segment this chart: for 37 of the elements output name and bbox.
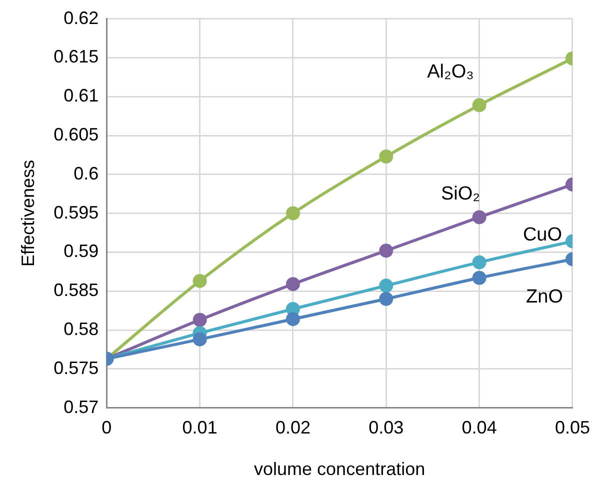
point xyxy=(472,98,486,112)
y-tick-label: 0.6 xyxy=(74,163,99,184)
point xyxy=(192,312,207,327)
series-label: CuO xyxy=(522,224,562,246)
point xyxy=(379,292,394,306)
y-tick-label: 0.585 xyxy=(54,280,99,300)
point xyxy=(472,255,486,270)
y-tick-label: 0.61 xyxy=(64,86,99,106)
point xyxy=(286,312,300,326)
y-tick-label: 0.605 xyxy=(54,124,99,144)
x-tick-label: 0.02 xyxy=(275,418,311,438)
y-tick-label: 0.595 xyxy=(54,202,99,222)
x-tick-label: 0.03 xyxy=(368,418,404,438)
x-tick-label: 0.04 xyxy=(462,418,497,438)
point xyxy=(192,274,207,288)
point xyxy=(286,206,300,220)
y-tick-label: 0.62 xyxy=(64,8,99,28)
y-tick-label: 0.57 xyxy=(64,396,99,417)
x-tick-label: 0.05 xyxy=(554,418,590,438)
x-tick-label: 0.01 xyxy=(182,418,218,438)
point xyxy=(286,277,300,292)
series-label: Al₂O₃ xyxy=(427,62,474,83)
y-tick-label: 0.58 xyxy=(64,318,99,339)
point xyxy=(379,150,394,164)
point xyxy=(472,210,486,224)
x-tick-label: 0 xyxy=(102,418,112,438)
y-tick-label: 0.59 xyxy=(64,241,99,262)
x-axis-title: volume concentration xyxy=(254,459,426,480)
series-label: ZnO xyxy=(526,286,563,308)
point xyxy=(472,270,486,285)
point xyxy=(192,332,207,346)
point xyxy=(379,278,394,293)
y-tick-label: 0.615 xyxy=(54,46,99,67)
series-label: SiO₂ xyxy=(440,184,480,205)
y-axis-title: Effectiveness xyxy=(18,160,38,267)
y-tick-label: 0.575 xyxy=(54,358,99,378)
point xyxy=(379,244,394,258)
